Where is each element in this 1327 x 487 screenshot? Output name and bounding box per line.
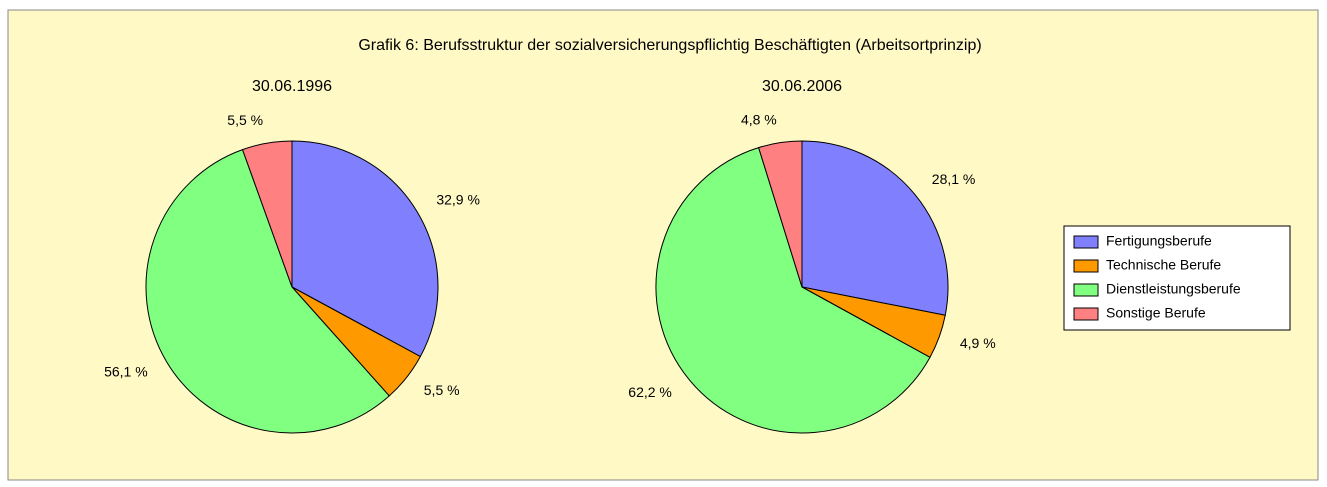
chart-title: Grafik 6: Berufsstruktur der sozialversi… [358,37,981,54]
data-label: 4,8 % [741,112,777,128]
legend-label: Sonstige Berufe [1106,305,1206,321]
legend-label: Technische Berufe [1106,257,1221,273]
pie-slice [145,148,390,434]
data-label: 5,5 % [227,112,263,128]
pie-subtitle: 30.06.2006 [762,78,842,95]
data-label: 56,1 % [104,364,148,380]
legend-label: Fertigungsberufe [1106,233,1212,249]
legend-swatch [1073,283,1099,297]
data-label: 28,1 % [932,171,976,187]
legend-label: Dienstleistungsberufe [1106,281,1241,297]
pie-slice [801,140,949,316]
pie-slice [758,140,803,288]
data-label: 5,5 % [424,382,460,398]
legend-swatch [1073,307,1099,321]
pie-subtitle: 30.06.1996 [252,78,332,95]
data-label: 32,9 % [436,192,480,208]
legend-box [1063,225,1291,331]
legend-swatch [1073,259,1099,273]
legend-swatch [1073,235,1099,249]
pie-slice [655,146,931,434]
data-label: 4,9 % [960,335,996,351]
pie-slice [291,140,439,358]
data-label: 62,2 % [628,384,672,400]
pie-slice [241,140,293,288]
